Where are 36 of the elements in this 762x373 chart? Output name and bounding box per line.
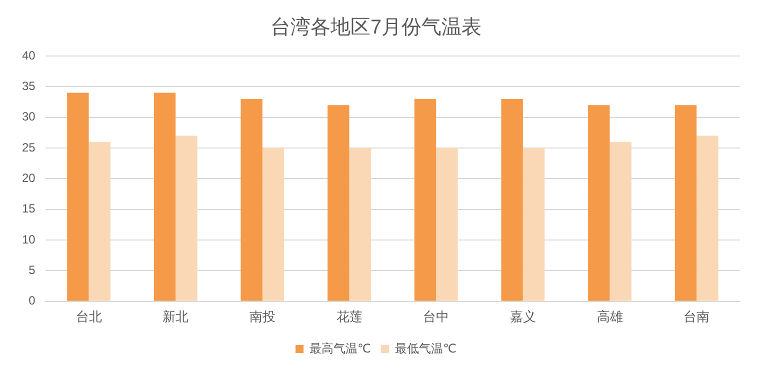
y-tick-label: 25: [22, 140, 36, 154]
legend-label: 最低气温℃: [395, 341, 456, 356]
bar: [588, 105, 610, 301]
x-tick-label: 花莲: [336, 308, 362, 324]
y-tick-label: 40: [22, 48, 36, 62]
bar: [67, 92, 89, 301]
y-tick-label: 20: [22, 171, 36, 186]
bar: [501, 98, 523, 301]
bar: [610, 142, 632, 301]
bar: [262, 148, 284, 301]
bar: [154, 92, 176, 301]
bar: [240, 98, 262, 301]
x-tick-label: 台北: [76, 308, 102, 324]
bar: [176, 136, 198, 301]
x-tick-label: 台中: [423, 308, 450, 324]
x-tick-label: 高雄: [596, 308, 623, 324]
y-tick-label: 10: [22, 232, 36, 246]
y-tick-label: 35: [22, 78, 36, 93]
bar: [414, 98, 436, 301]
chart-title: 台湾各地区7月份气温表: [270, 16, 482, 39]
bar: [522, 148, 545, 301]
y-tick-label: 5: [28, 263, 36, 278]
bar: [349, 148, 371, 301]
y-tick-label: 15: [22, 202, 36, 216]
x-tick-label: 嘉义: [510, 308, 536, 324]
x-tick-label: 南投: [249, 308, 276, 324]
bar: [674, 105, 697, 301]
bar: [328, 105, 350, 301]
legend-label: 最高气温℃: [310, 341, 372, 356]
bar: [696, 136, 718, 301]
bar: [88, 142, 110, 301]
bar: [436, 148, 458, 301]
y-tick-label: 30: [22, 110, 36, 124]
y-tick-label: 0: [28, 294, 36, 308]
x-tick-label: 台南: [684, 308, 710, 324]
x-tick-label: 新北: [162, 308, 189, 324]
